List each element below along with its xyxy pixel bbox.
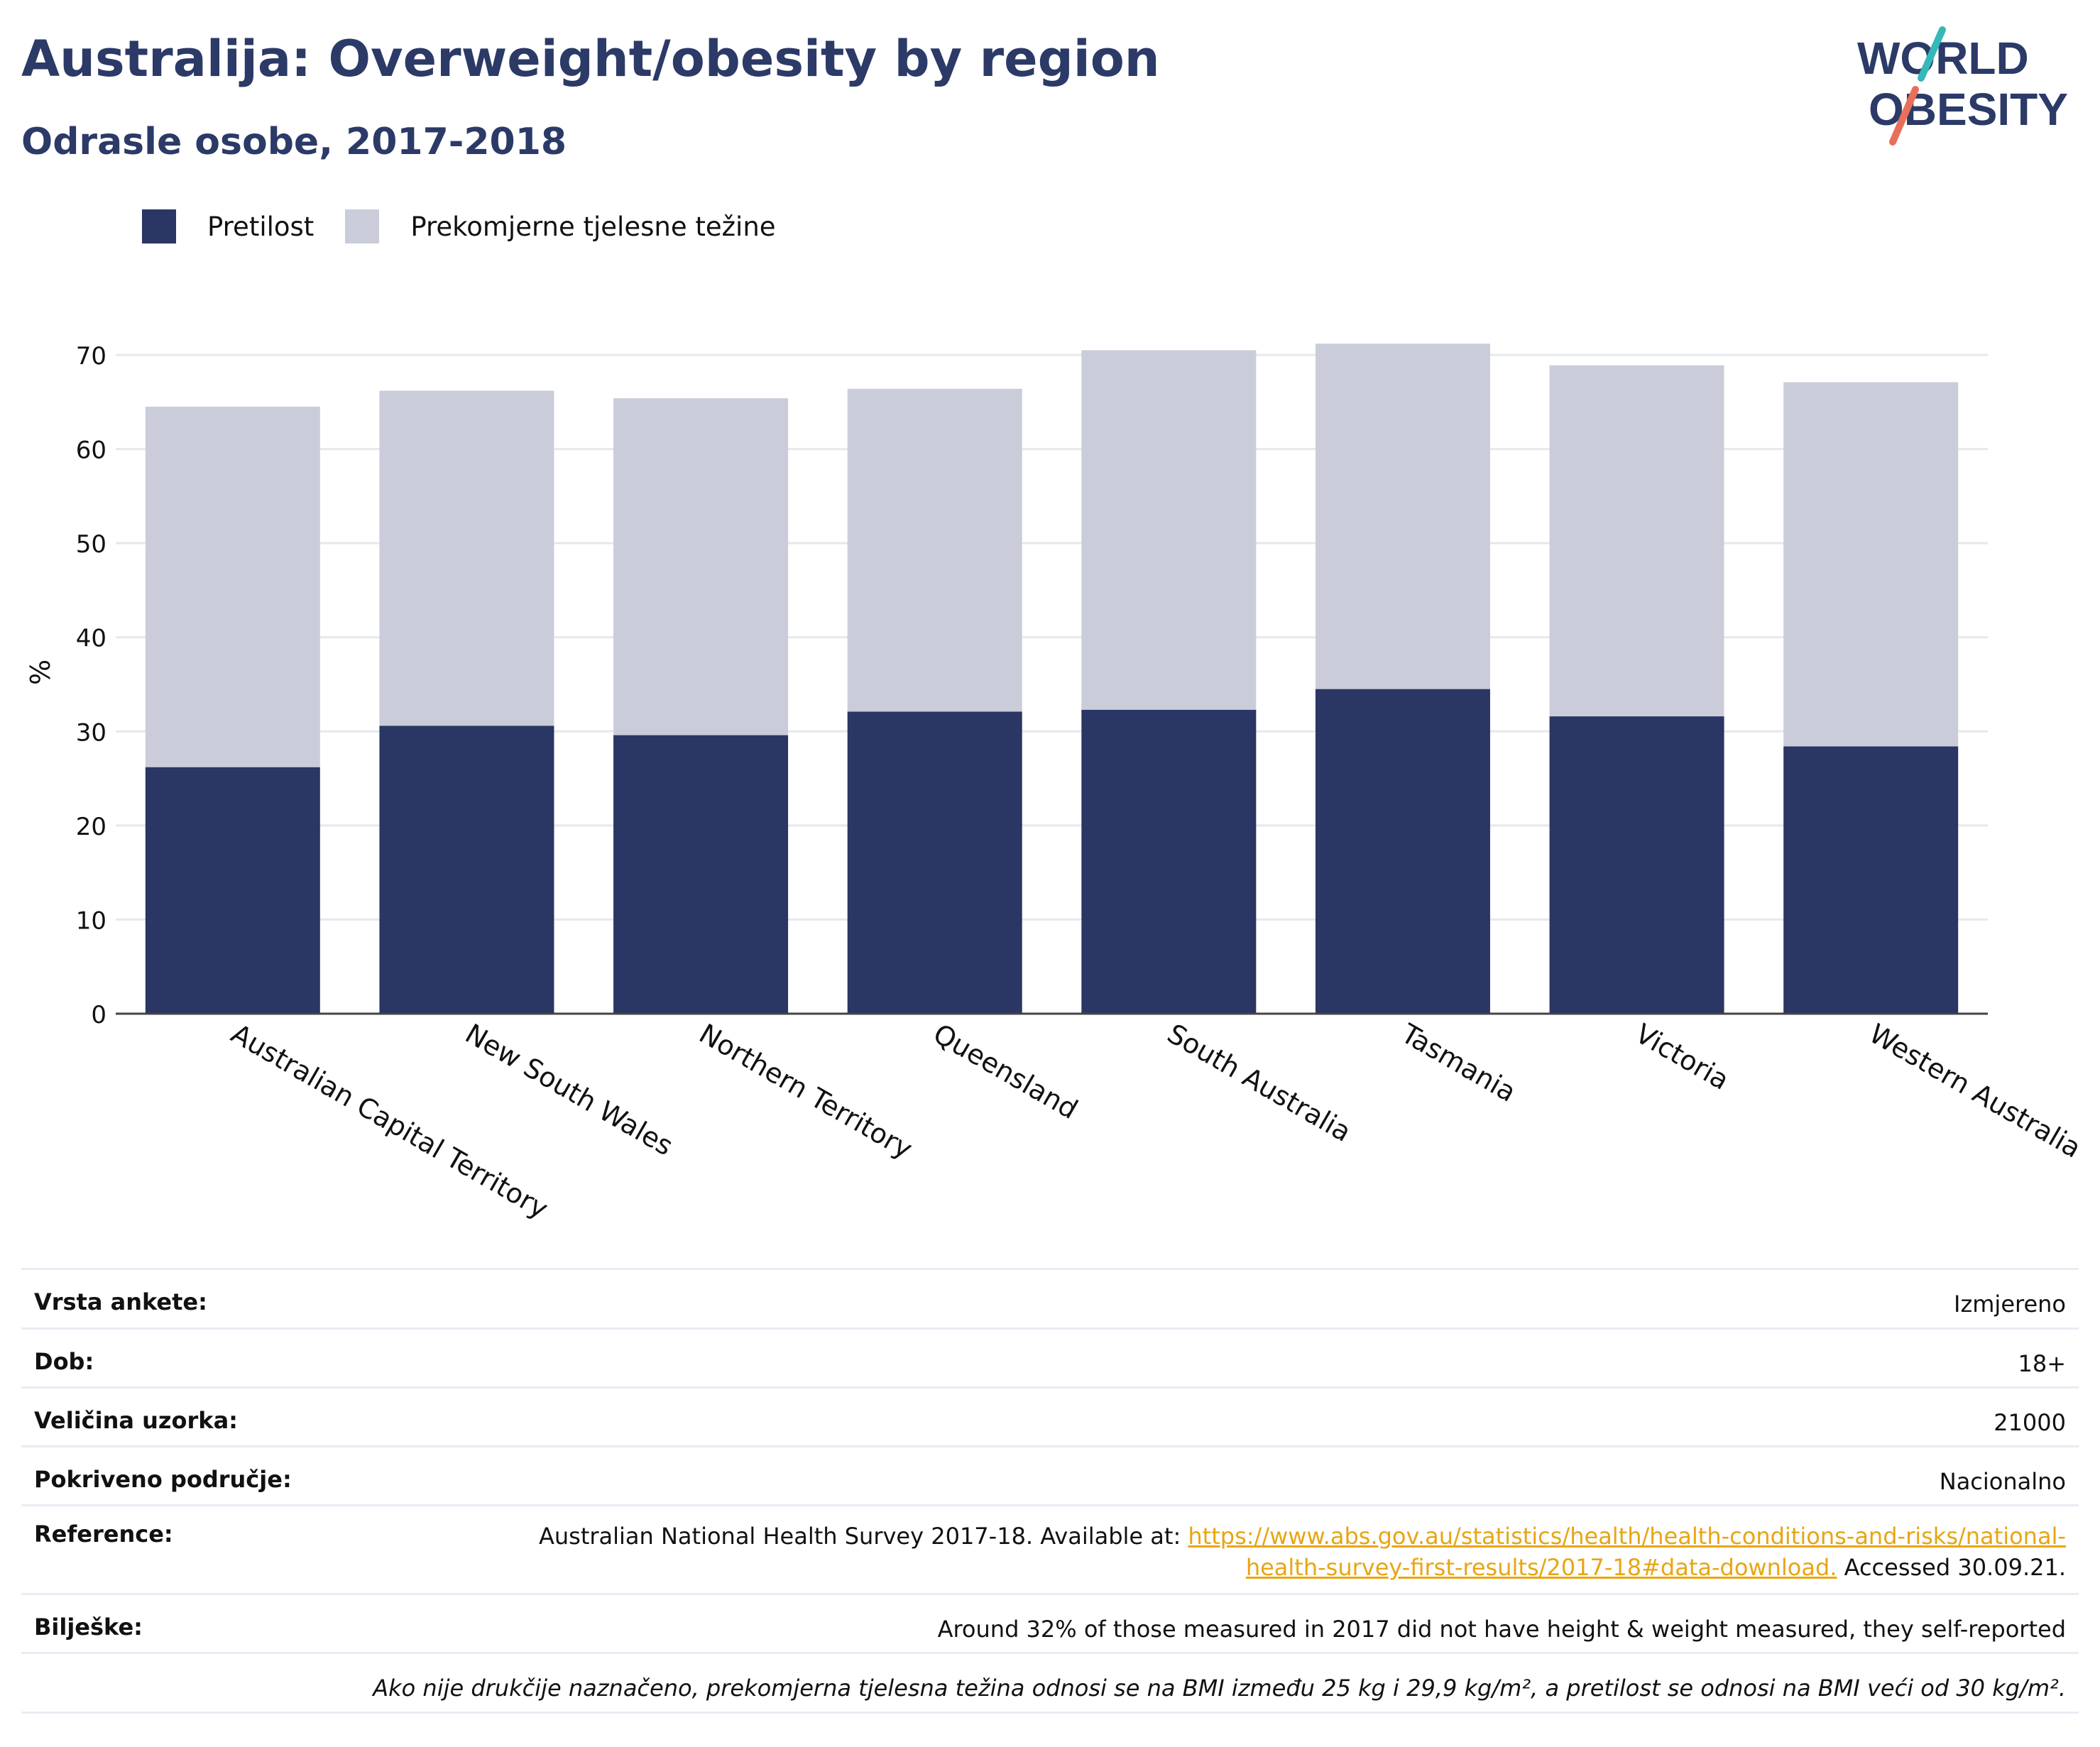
bar-obesity-1 xyxy=(379,725,554,1014)
survey-type-value: Izmjereno xyxy=(1954,1291,2066,1318)
reference-accessed: Accessed 30.09.21. xyxy=(1837,1554,2066,1581)
bar-obesity-5 xyxy=(1315,689,1490,1014)
bar-overweight-2 xyxy=(613,398,789,735)
bar-obesity-2 xyxy=(613,735,789,1014)
legend-label-overweight: Prekomjerne tjelesne težine xyxy=(410,211,776,242)
bar-overweight-5 xyxy=(1315,344,1490,689)
y-tick-label: 0 xyxy=(91,1001,106,1029)
x-tick-label: Western Australia xyxy=(1864,1018,2087,1164)
age-label: Dob: xyxy=(34,1348,94,1375)
info-row-reference: Reference: Australian National Health Su… xyxy=(21,1504,2079,1593)
sample-size-value: 21000 xyxy=(1994,1409,2066,1436)
bar-overweight-6 xyxy=(1549,365,1724,717)
info-table-bottom-border xyxy=(21,1712,2079,1714)
reference-link-part2[interactable]: health-survey-first-results/2017-18#data… xyxy=(1245,1554,1837,1581)
age-value: 18+ xyxy=(2018,1350,2066,1377)
survey-type-label: Vrsta ankete: xyxy=(34,1288,207,1315)
sample-size-label: Veličina uzorka: xyxy=(34,1407,238,1434)
info-row-age: Dob: 18+ xyxy=(21,1327,2079,1386)
y-tick-label: 50 xyxy=(76,530,106,559)
logo-line1: WORLD xyxy=(1857,33,2029,84)
legend-label-obesity: Pretilost xyxy=(207,211,315,242)
info-row-notes: Bilješke: Around 32% of those measured i… xyxy=(21,1593,2079,1652)
bar-obesity-6 xyxy=(1549,716,1724,1014)
bars xyxy=(145,344,1959,1014)
bar-overweight-7 xyxy=(1783,382,1959,747)
info-row-survey-type: Vrsta ankete: Izmjereno xyxy=(21,1268,2079,1327)
legend-item-overweight: Prekomjerne tjelesne težine xyxy=(345,209,776,243)
info-row-area: Pokriveno područje: Nacionalno xyxy=(21,1445,2079,1504)
bar-obesity-0 xyxy=(145,767,320,1014)
reference-label: Reference: xyxy=(34,1521,173,1548)
x-tick-label: Victoria xyxy=(1630,1018,1734,1096)
area-label: Pokriveno područje: xyxy=(34,1466,292,1493)
bar-obesity-3 xyxy=(847,711,1022,1014)
x-tick-label: Queensland xyxy=(928,1018,1083,1125)
bar-obesity-4 xyxy=(1081,709,1257,1014)
x-tick-label: South Australia xyxy=(1162,1018,1357,1148)
chart-legend: Pretilost Prekomjerne tjelesne težine xyxy=(142,209,807,243)
legend-swatch-obesity xyxy=(142,209,176,243)
y-tick-label: 40 xyxy=(76,625,106,653)
x-tick-label: Tasmania xyxy=(1396,1017,1521,1108)
y-tick-label: 20 xyxy=(76,813,106,841)
y-tick-label: 60 xyxy=(76,437,106,465)
world-obesity-logo: WORLD OBESITY xyxy=(1857,26,2068,146)
x-tick-label: New South Wales xyxy=(460,1018,678,1162)
y-tick-label: 10 xyxy=(76,907,106,935)
reference-value: Australian National Health Survey 2017-1… xyxy=(539,1521,2066,1583)
bar-overweight-1 xyxy=(379,390,554,726)
notes-value: Around 32% of those measured in 2017 did… xyxy=(937,1616,2066,1643)
legend-item-obesity: Pretilost xyxy=(142,209,314,243)
info-table: Vrsta ankete: Izmjereno Dob: 18+ Veličin… xyxy=(21,1268,2079,1714)
bar-overweight-3 xyxy=(847,388,1022,712)
reference-text: Australian National Health Survey 2017-1… xyxy=(538,1523,1188,1550)
bar-overweight-0 xyxy=(145,406,320,767)
definition-note: Ako nije drukčije naznačeno, prekomjerna… xyxy=(373,1675,2066,1702)
y-axis-label: % xyxy=(25,659,56,685)
bar-obesity-7 xyxy=(1783,746,1959,1014)
x-tick-label: Northern Territory xyxy=(694,1018,918,1165)
reference-link-part1[interactable]: https://www.abs.gov.au/statistics/health… xyxy=(1188,1523,2066,1550)
area-value: Nacionalno xyxy=(1939,1468,2066,1495)
y-tick-label: 70 xyxy=(76,342,106,371)
bar-overweight-4 xyxy=(1081,350,1257,710)
legend-swatch-overweight xyxy=(345,209,380,243)
chart-title: Australija: Overweight/obesity by region xyxy=(21,30,1160,88)
info-row-definition: Ako nije drukčije naznačeno, prekomjerna… xyxy=(21,1652,2079,1712)
chart-subtitle: Odrasle osobe, 2017-2018 xyxy=(21,121,567,163)
info-row-sample-size: Veličina uzorka: 21000 xyxy=(21,1386,2079,1445)
notes-label: Bilješke: xyxy=(34,1614,143,1641)
y-tick-label: 30 xyxy=(76,718,106,747)
